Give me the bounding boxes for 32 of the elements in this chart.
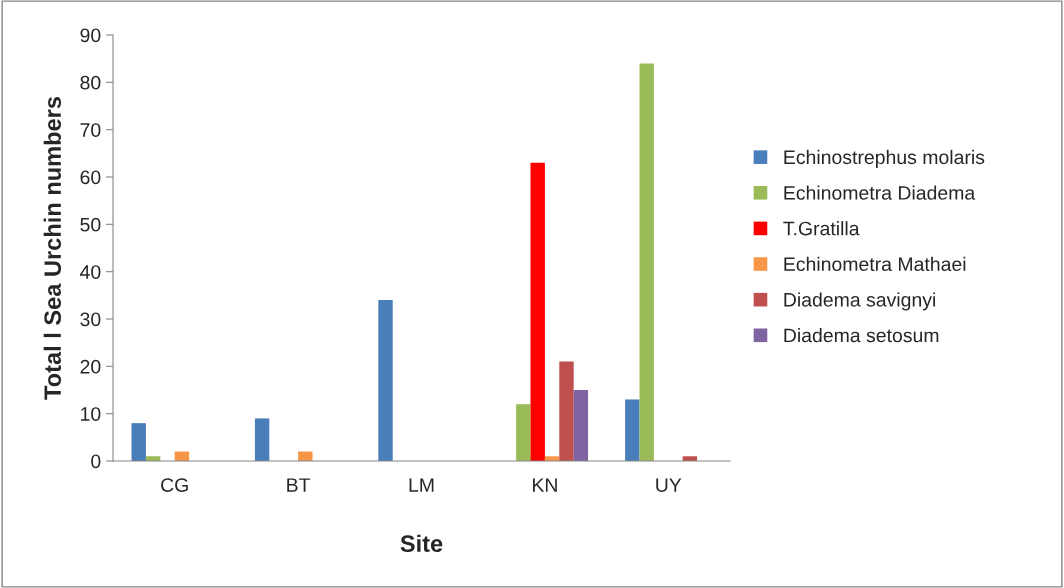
y-tick-label: 20 bbox=[80, 359, 101, 374]
x-axis-title: Site bbox=[400, 534, 443, 553]
x-tick-label: LM bbox=[409, 478, 434, 492]
bar bbox=[131, 423, 146, 461]
legend-label: Echinostrephus molaris bbox=[784, 149, 985, 168]
y-axis-title: Total l Sea Urchin numbers bbox=[43, 96, 62, 400]
y-tick-label: 0 bbox=[91, 454, 101, 469]
legend-label: Diadema savignyi bbox=[784, 292, 935, 311]
bar bbox=[530, 162, 545, 461]
x-tick-label: BT bbox=[287, 478, 311, 492]
bar bbox=[559, 361, 574, 461]
bar bbox=[254, 418, 270, 461]
y-tick-label: 30 bbox=[80, 312, 101, 327]
y-tick-label: 40 bbox=[80, 265, 101, 279]
y-tick-label: 10 bbox=[81, 407, 101, 421]
legend-label: T.Gratilla bbox=[783, 221, 860, 236]
bar bbox=[378, 300, 393, 461]
y-tick-label: 60 bbox=[80, 170, 101, 185]
y-tick-label: 70 bbox=[80, 123, 101, 137]
bar bbox=[625, 399, 640, 461]
y-tick-label: 80 bbox=[80, 75, 101, 90]
bar bbox=[639, 63, 654, 461]
x-tick-label: KN bbox=[532, 478, 557, 492]
legend-label: Echinometra Mathaei bbox=[784, 256, 966, 272]
legend-label: Diadema setosum bbox=[784, 328, 939, 343]
x-tick-label: CG bbox=[161, 478, 188, 492]
y-tick-label: 50 bbox=[80, 217, 101, 232]
y-tick-label: 90 bbox=[80, 28, 101, 43]
legend-label: Echinometra Diadema bbox=[784, 185, 976, 200]
x-tick-label: UY bbox=[656, 478, 682, 492]
bar bbox=[516, 404, 531, 461]
bar bbox=[573, 390, 589, 461]
